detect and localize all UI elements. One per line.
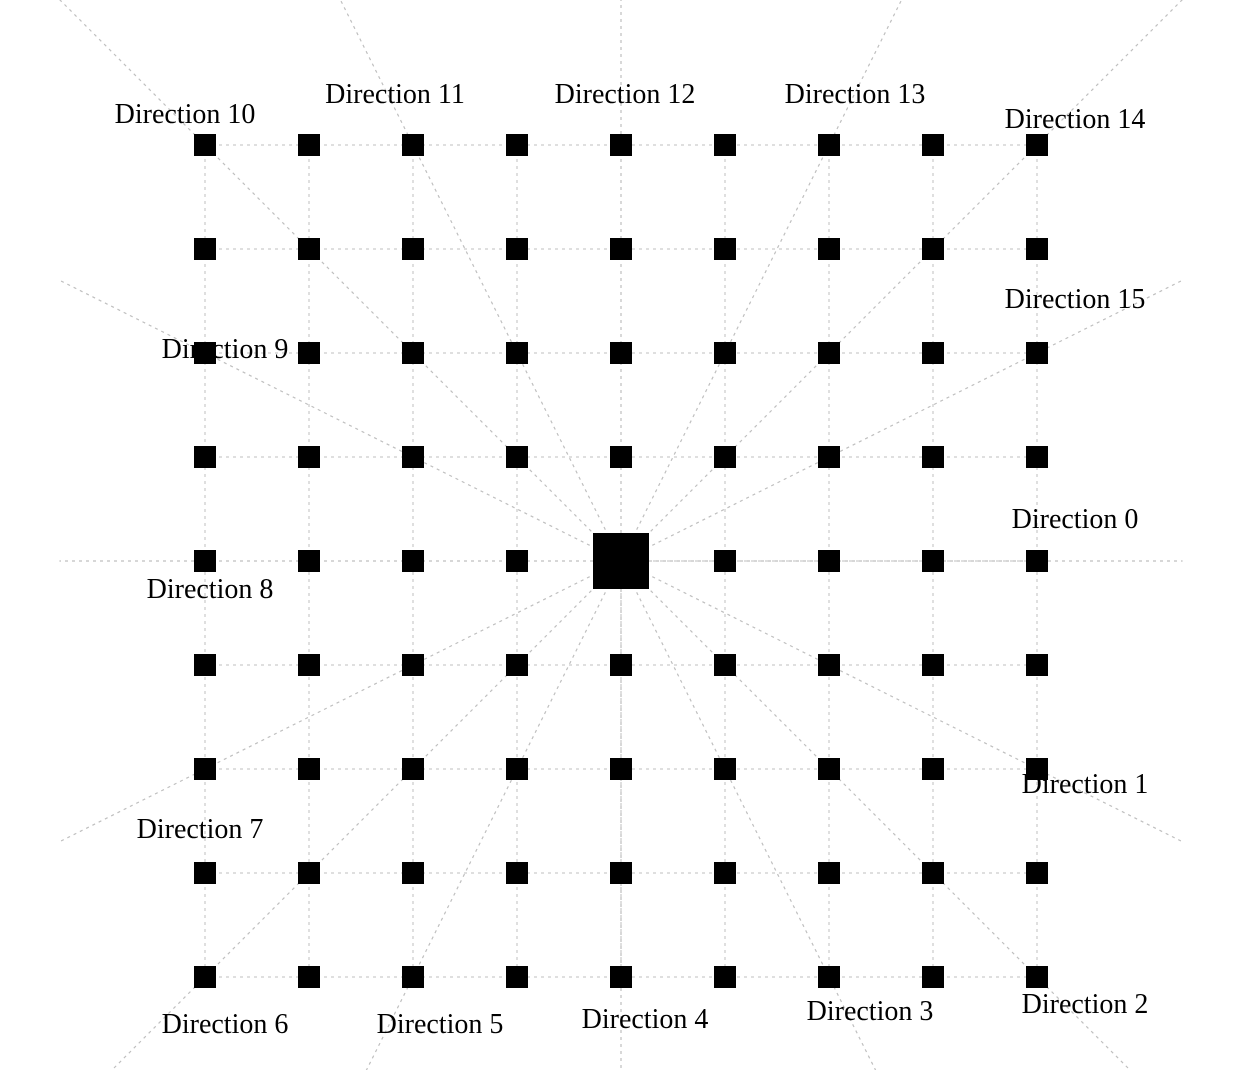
grid-node [402, 134, 424, 156]
direction-label: Direction 6 [162, 1009, 289, 1041]
grid-node [922, 134, 944, 156]
grid-node [194, 758, 216, 780]
grid-node [922, 654, 944, 676]
direction-label: Direction 4 [582, 1004, 709, 1036]
grid-node [194, 862, 216, 884]
grid-node [402, 342, 424, 364]
grid-node [402, 758, 424, 780]
grid-node [402, 238, 424, 260]
grid-node [298, 758, 320, 780]
grid-node [818, 446, 840, 468]
grid-node [402, 550, 424, 572]
grid-node [298, 550, 320, 572]
grid-node [610, 862, 632, 884]
grid-node [1026, 550, 1048, 572]
direction-label: Direction 13 [785, 79, 926, 111]
direction-label: Direction 10 [115, 99, 256, 131]
grid-node [714, 862, 736, 884]
grid-node [714, 966, 736, 988]
grid-node [922, 758, 944, 780]
direction-label: Direction 5 [377, 1009, 504, 1041]
grid-node [194, 134, 216, 156]
grid-node [506, 758, 528, 780]
grid-node [818, 758, 840, 780]
grid-node [922, 966, 944, 988]
grid-node [610, 238, 632, 260]
grid-node [506, 342, 528, 364]
grid-node [194, 446, 216, 468]
direction-label: Direction 14 [1005, 104, 1146, 136]
direction-label: Direction 7 [137, 814, 264, 846]
grid-node [922, 238, 944, 260]
grid-node [610, 758, 632, 780]
grid-node [922, 550, 944, 572]
grid-node [610, 654, 632, 676]
grid-node [194, 238, 216, 260]
grid-node [506, 550, 528, 572]
grid-node [818, 550, 840, 572]
grid-node [506, 654, 528, 676]
grid-node [1026, 446, 1048, 468]
grid-node [402, 654, 424, 676]
grid-node [714, 134, 736, 156]
grid-node [714, 550, 736, 572]
grid-node [610, 342, 632, 364]
grid-node [922, 862, 944, 884]
grid-node [402, 966, 424, 988]
grid-node [610, 446, 632, 468]
direction-label: Direction 8 [147, 574, 274, 606]
grid-node [194, 654, 216, 676]
direction-label: Direction 12 [555, 79, 696, 111]
diagram-stage: Direction 10 Direction 11 Direction 12 Dire… [0, 0, 1241, 1070]
grid-node [506, 238, 528, 260]
grid-node [506, 862, 528, 884]
direction-label: Direction 15 [1005, 284, 1146, 316]
grid-node [506, 134, 528, 156]
grid-node [610, 966, 632, 988]
grid-node [298, 966, 320, 988]
grid-node [298, 342, 320, 364]
grid-node [194, 550, 216, 572]
direction-label: Direction 9 [162, 334, 289, 366]
grid-node [714, 342, 736, 364]
grid-node [402, 446, 424, 468]
grid-node [922, 342, 944, 364]
grid-node [506, 446, 528, 468]
grid-node [506, 966, 528, 988]
grid-node [298, 134, 320, 156]
grid-node [818, 654, 840, 676]
center-node [593, 533, 649, 589]
grid-node [922, 446, 944, 468]
grid-node [1026, 966, 1048, 988]
grid-node [298, 654, 320, 676]
grid-node [1026, 134, 1048, 156]
grid-node [194, 966, 216, 988]
grid-node [1026, 654, 1048, 676]
grid-node [1026, 238, 1048, 260]
grid-node [298, 862, 320, 884]
direction-label: Direction 11 [325, 79, 465, 111]
grid-node [818, 966, 840, 988]
direction-label: Direction 3 [807, 996, 934, 1028]
grid-node [402, 862, 424, 884]
direction-label: Direction 1 [1022, 769, 1149, 801]
grid-node [818, 862, 840, 884]
grid-node [818, 134, 840, 156]
grid-node [714, 446, 736, 468]
grid-node [714, 654, 736, 676]
grid-node [818, 238, 840, 260]
grid-node [610, 134, 632, 156]
direction-label: Direction 2 [1022, 989, 1149, 1021]
grid-node [818, 342, 840, 364]
direction-label: Direction 0 [1012, 504, 1139, 536]
grid-node [714, 238, 736, 260]
grid-node [298, 238, 320, 260]
grid-node [1026, 862, 1048, 884]
grid-node [298, 446, 320, 468]
grid-node [1026, 342, 1048, 364]
grid-node [714, 758, 736, 780]
